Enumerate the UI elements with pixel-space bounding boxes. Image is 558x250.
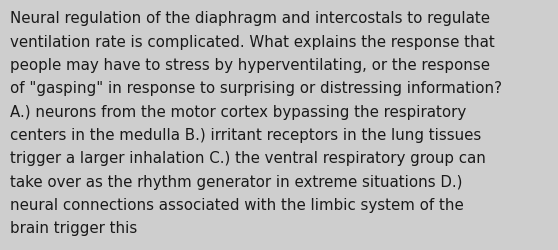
Text: centers in the medulla B.) irritant receptors in the lung tissues: centers in the medulla B.) irritant rece… — [10, 128, 482, 142]
Text: ventilation rate is complicated. What explains the response that: ventilation rate is complicated. What ex… — [10, 34, 495, 50]
Text: Neural regulation of the diaphragm and intercostals to regulate: Neural regulation of the diaphragm and i… — [10, 11, 490, 26]
Text: neural connections associated with the limbic system of the: neural connections associated with the l… — [10, 197, 464, 212]
Text: trigger a larger inhalation C.) the ventral respiratory group can: trigger a larger inhalation C.) the vent… — [10, 151, 486, 166]
Text: people may have to stress by hyperventilating, or the response: people may have to stress by hyperventil… — [10, 58, 490, 73]
Text: of "gasping" in response to surprising or distressing information?: of "gasping" in response to surprising o… — [10, 81, 502, 96]
Text: brain trigger this: brain trigger this — [10, 220, 137, 236]
Text: take over as the rhythm generator in extreme situations D.): take over as the rhythm generator in ext… — [10, 174, 463, 189]
Text: A.) neurons from the motor cortex bypassing the respiratory: A.) neurons from the motor cortex bypass… — [10, 104, 466, 119]
